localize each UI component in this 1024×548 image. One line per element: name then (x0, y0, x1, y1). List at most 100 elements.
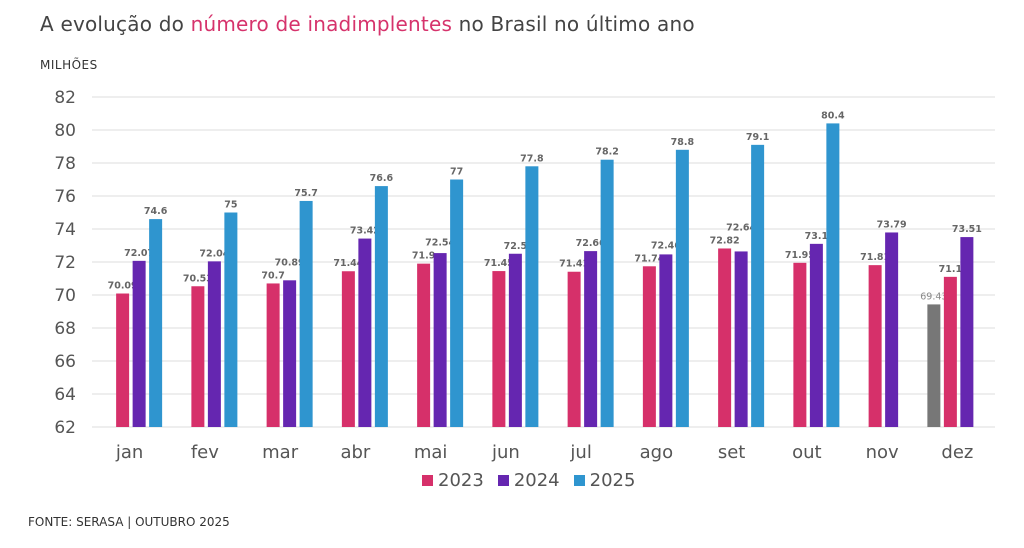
x-tick-label: nov (866, 442, 899, 463)
legend-swatch (422, 475, 433, 486)
bar (283, 280, 297, 427)
x-tick-label: abr (340, 442, 370, 463)
data-label: 71.41 (559, 259, 589, 270)
data-label: 79.1 (746, 132, 769, 143)
data-label: 72.04 (199, 248, 229, 259)
data-label: 77 (450, 167, 463, 178)
data-label: 72.82 (710, 235, 740, 246)
bar (868, 265, 882, 427)
y-tick-label: 72 (54, 253, 76, 273)
legend-label: 2024 (513, 470, 560, 491)
legend-item: 2023 (422, 470, 484, 491)
data-label: 72.54 (425, 238, 455, 249)
data-label: 70.7 (261, 270, 284, 281)
bar (492, 271, 506, 427)
legend-label: 2023 (438, 470, 484, 491)
bar (132, 260, 146, 427)
x-tick-label: set (718, 442, 746, 463)
data-label: 73.42 (350, 226, 380, 237)
bar (417, 263, 431, 427)
data-label: 72.66 (576, 238, 606, 249)
y-tick-label: 74 (54, 220, 76, 240)
y-tick-label: 82 (54, 88, 76, 108)
y-tick-label: 80 (54, 121, 76, 141)
data-label: 71.44 (333, 258, 363, 269)
legend-swatch (497, 475, 509, 486)
data-label: 72.64 (726, 222, 756, 233)
data-label: 69.43 (920, 291, 947, 302)
bar (751, 144, 765, 427)
x-tick-label: jul (569, 442, 591, 463)
title-part: A evolução do (40, 12, 191, 36)
legend-item: 2025 (573, 470, 636, 491)
y-tick-label: 78 (54, 154, 76, 174)
data-label: 70.09 (108, 281, 138, 292)
bar (927, 304, 941, 427)
x-tick-label: jun (491, 442, 520, 463)
data-label: 71.81 (860, 252, 890, 263)
y-tick-label: 64 (54, 385, 76, 405)
bar (207, 261, 221, 427)
data-label: 80.4 (821, 110, 845, 121)
data-label: 70.89 (275, 257, 305, 268)
data-label: 71.95 (785, 250, 815, 261)
data-label: 76.6 (370, 173, 394, 184)
y-tick-label: 68 (54, 319, 76, 339)
bar (450, 179, 464, 427)
x-tick-label: fev (191, 442, 219, 463)
source-note: FONTE: SERASA | OUTUBRO 2025 (28, 515, 230, 529)
data-label: 71.9 (412, 251, 435, 262)
bar (266, 283, 280, 427)
bar (433, 253, 447, 427)
bar (374, 186, 388, 427)
data-label: 72.07 (124, 248, 154, 259)
bar (809, 243, 823, 427)
legend-item: 2024 (497, 470, 560, 491)
bar (885, 232, 899, 427)
chart-title: A evolução do número de inadimplentes no… (40, 12, 695, 36)
x-tick-label: out (792, 442, 821, 463)
data-label: 73.79 (877, 219, 907, 230)
bar (718, 248, 732, 427)
x-tick-label: mai (414, 442, 448, 463)
legend-swatch (573, 475, 585, 486)
bar (508, 253, 522, 427)
data-label: 77.8 (520, 153, 544, 164)
data-label: 73.1 (805, 231, 828, 242)
bar (675, 149, 689, 428)
bar (600, 159, 614, 427)
data-label: 78.2 (595, 147, 618, 158)
bar (358, 238, 372, 427)
data-label: 70.53 (183, 273, 213, 284)
bar (659, 254, 673, 427)
legend: 2023 2024 2025 (422, 470, 635, 491)
bar (299, 200, 313, 427)
data-label: 75.7 (294, 188, 317, 199)
data-label: 78.8 (671, 137, 695, 148)
bar (525, 166, 539, 428)
data-label: 75 (224, 200, 237, 211)
data-label: 72.46 (651, 240, 681, 251)
x-tick-label: ago (640, 442, 673, 463)
data-label: 74.6 (144, 206, 168, 217)
x-tick-label: mar (262, 442, 299, 463)
legend-label: 2025 (589, 470, 636, 491)
bar (734, 251, 748, 427)
y-tick-label: 66 (54, 352, 76, 372)
bar (341, 271, 355, 427)
y-axis-label: MILHÕES (40, 58, 98, 72)
y-tick-label: 76 (54, 187, 76, 207)
bar (584, 251, 598, 427)
data-label: 71.1 (939, 264, 962, 275)
bar (149, 219, 163, 427)
bar (943, 276, 957, 427)
bar (116, 293, 130, 427)
y-tick-label: 62 (54, 418, 76, 438)
bar (793, 262, 807, 427)
bar (642, 266, 656, 427)
x-tick-label: jan (115, 442, 143, 463)
data-label: 73.51 (952, 224, 982, 235)
bar (826, 123, 840, 428)
bar (567, 271, 581, 427)
